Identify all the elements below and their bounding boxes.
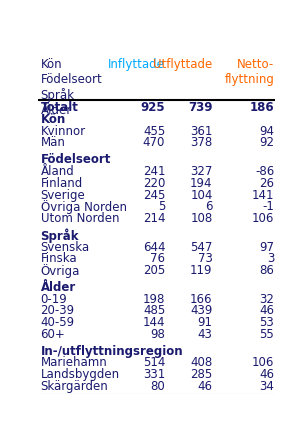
Text: Finland: Finland [41, 177, 83, 190]
Text: 0-19: 0-19 [41, 293, 67, 306]
Text: 20-39: 20-39 [41, 304, 75, 318]
Text: 198: 198 [143, 293, 165, 306]
Text: 46: 46 [259, 304, 274, 318]
Text: 378: 378 [190, 136, 213, 149]
Text: Utflyttade: Utflyttade [153, 58, 213, 71]
Text: 94: 94 [259, 124, 274, 138]
Text: -86: -86 [255, 165, 274, 178]
Text: 86: 86 [259, 264, 274, 277]
Text: 220: 220 [143, 177, 165, 190]
Text: Utom Norden: Utom Norden [41, 212, 119, 225]
Text: 241: 241 [143, 165, 165, 178]
Text: Ålder: Ålder [41, 281, 76, 294]
Text: 361: 361 [190, 124, 213, 138]
Text: 925: 925 [140, 101, 165, 114]
Text: Finska: Finska [41, 253, 77, 265]
Text: 34: 34 [259, 380, 274, 393]
Text: 327: 327 [190, 165, 213, 178]
Text: 194: 194 [190, 177, 213, 190]
Text: Mariehamn: Mariehamn [41, 357, 107, 369]
Text: Netto-
flyttning: Netto- flyttning [224, 58, 274, 86]
Text: 331: 331 [143, 368, 165, 381]
Text: Män: Män [41, 136, 65, 149]
Text: Totalt: Totalt [41, 101, 79, 114]
Text: Övriga: Övriga [41, 264, 80, 278]
Text: 6: 6 [205, 200, 213, 214]
Text: Inflyttade: Inflyttade [108, 58, 165, 71]
Text: 547: 547 [190, 241, 213, 253]
Text: 144: 144 [143, 316, 165, 329]
Text: Sverige: Sverige [41, 189, 85, 202]
Text: Landsbygden: Landsbygden [41, 368, 120, 381]
Text: 186: 186 [250, 101, 274, 114]
Text: 439: 439 [190, 304, 213, 318]
Text: 514: 514 [143, 357, 165, 369]
Text: 214: 214 [143, 212, 165, 225]
Text: 98: 98 [150, 328, 165, 341]
Text: 408: 408 [190, 357, 213, 369]
Text: 119: 119 [190, 264, 213, 277]
Text: 76: 76 [150, 253, 165, 265]
Text: 73: 73 [198, 253, 213, 265]
Text: 26: 26 [259, 177, 274, 190]
Text: 97: 97 [259, 241, 274, 253]
Text: 108: 108 [190, 212, 213, 225]
Text: 46: 46 [198, 380, 213, 393]
Text: -1: -1 [262, 200, 274, 214]
Text: 104: 104 [190, 189, 213, 202]
Text: 55: 55 [259, 328, 274, 341]
Text: 485: 485 [143, 304, 165, 318]
Text: 166: 166 [190, 293, 213, 306]
Text: 106: 106 [252, 357, 274, 369]
Text: 106: 106 [252, 212, 274, 225]
Text: 455: 455 [143, 124, 165, 138]
Text: 739: 739 [188, 101, 213, 114]
Text: Kvinnor: Kvinnor [41, 124, 86, 138]
Text: 43: 43 [198, 328, 213, 341]
Text: Övriga Norden: Övriga Norden [41, 200, 127, 214]
Text: 46: 46 [259, 368, 274, 381]
Text: Svenska: Svenska [41, 241, 90, 253]
Text: 5: 5 [158, 200, 165, 214]
Text: 205: 205 [143, 264, 165, 277]
Text: 285: 285 [190, 368, 213, 381]
Text: Kön
Födelseort
Språk
Ålder: Kön Födelseort Språk Ålder [41, 58, 103, 117]
Text: 644: 644 [143, 241, 165, 253]
Text: Språk: Språk [41, 228, 79, 242]
Text: 60+: 60+ [41, 328, 65, 341]
Text: 91: 91 [198, 316, 213, 329]
Text: Födelseort: Födelseort [41, 153, 111, 166]
Text: 92: 92 [259, 136, 274, 149]
Text: 80: 80 [150, 380, 165, 393]
Text: 141: 141 [252, 189, 274, 202]
Text: Kön: Kön [41, 113, 66, 126]
Text: 40-59: 40-59 [41, 316, 75, 329]
Text: 53: 53 [259, 316, 274, 329]
Text: 245: 245 [143, 189, 165, 202]
Text: Åland: Åland [41, 165, 74, 178]
Text: 3: 3 [267, 253, 274, 265]
Text: Skärgärden: Skärgärden [41, 380, 108, 393]
Text: 32: 32 [259, 293, 274, 306]
Text: 470: 470 [143, 136, 165, 149]
Text: In-/utflyttningsregion: In-/utflyttningsregion [41, 345, 183, 358]
